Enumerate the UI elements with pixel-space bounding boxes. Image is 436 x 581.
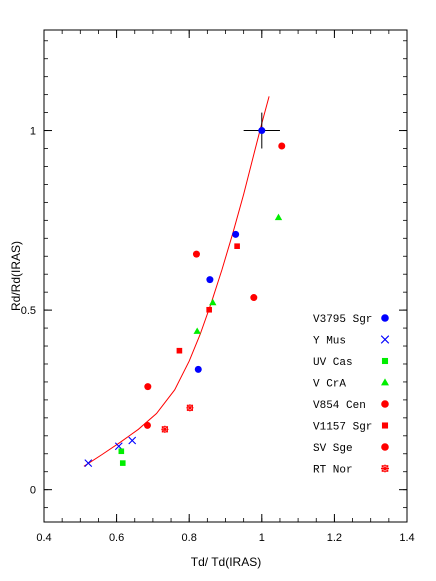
legend-marker-v854-cen (381, 400, 389, 408)
point-v-cra (274, 213, 283, 221)
legend-label-v-cra: V CrA (313, 379, 346, 391)
legend-label-sv-sge: SV Sge (313, 443, 353, 455)
point-rt-nor (161, 425, 169, 434)
point-v3795-sgr (206, 276, 214, 284)
y-tick-label: 1 (30, 126, 36, 138)
x-tick-label: 0.6 (109, 532, 124, 544)
fit-curve-layer (83, 96, 270, 467)
x-tick-label: 1 (259, 532, 265, 544)
legend-label-uv-cas: UV Cas (313, 357, 353, 369)
data-marks (84, 112, 286, 467)
legend-label-y-mus: Y Mus (313, 336, 346, 348)
point-v-cra (209, 298, 217, 306)
legend-marker-uv-cas (381, 357, 389, 365)
x-tick-label: 1.4 (399, 532, 414, 544)
legend-marker-v1157-sgr (381, 422, 389, 429)
legend-marker-y-mus (380, 335, 390, 344)
fit-curve (83, 96, 270, 467)
point-v-cra (193, 327, 201, 334)
y-axis-title: Rd/Rd(IRAS) (9, 241, 23, 311)
x-tick-label: 1.2 (327, 532, 342, 544)
point-v3795-sgr (194, 365, 202, 373)
legend-marker-v-cra (381, 378, 389, 386)
point-y-mus (128, 436, 137, 445)
point-v854-cen (250, 294, 258, 302)
legend-label-v1157-sgr: V1157 Sgr (313, 422, 372, 434)
reference-point (258, 127, 266, 135)
point-rt-nor (186, 404, 194, 412)
point-v854-cen (278, 142, 286, 150)
legend-marker-v3795-sgr (381, 314, 389, 322)
y-tick-label: 0.5 (21, 305, 36, 317)
legend-marker-sv-sge (381, 443, 389, 451)
point-sv-sge (143, 421, 151, 429)
point-uv-cas (119, 460, 126, 466)
x-axis-title: Td/ Td(IRAS) (191, 555, 261, 569)
point-v3795-sgr (232, 230, 240, 238)
x-tick-label: 0.8 (182, 532, 197, 544)
point-y-mus (84, 459, 93, 467)
y-tick-label: 0 (30, 485, 36, 497)
point-v1157-sgr (234, 243, 240, 249)
point-v854-cen (192, 250, 200, 258)
legend-label-v3795-sgr: V3795 Sgr (313, 314, 372, 326)
legend-label-rt-nor: RT Nor (313, 465, 353, 477)
point-v1157-sgr (206, 306, 212, 313)
x-tick-label: 0.4 (36, 532, 51, 544)
legend-marker-rt-nor (381, 464, 389, 473)
point-uv-cas (118, 448, 125, 455)
legend: V3795 Sgr Y Mus UV Cas V CrA V854 Cen V1157 S… (313, 314, 390, 477)
point-v854-cen (144, 383, 152, 391)
point-v1157-sgr (176, 347, 183, 354)
legend-label-v854-cen: V854 Cen (313, 400, 366, 412)
axes: 0.4 0.6 0.8 1 1.2 1.4 0 0.5 1 (21, 30, 415, 544)
